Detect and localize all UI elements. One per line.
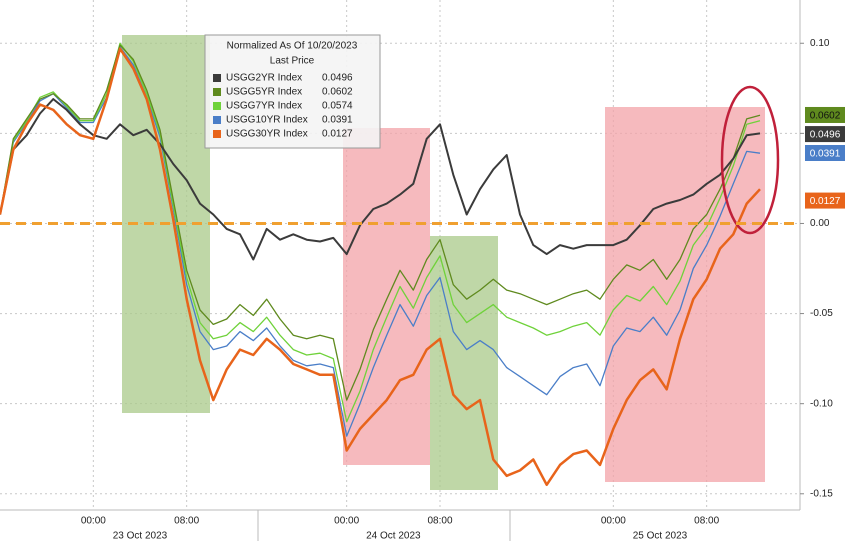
legend: Normalized As Of 10/20/2023 Last Price U… <box>204 34 381 149</box>
legend-swatch <box>213 116 221 124</box>
series-line <box>0 98 761 261</box>
x-tick-label: 08:00 <box>694 516 719 527</box>
y-tick-label: -0.05 <box>810 308 833 319</box>
x-tick-label: 00:00 <box>81 516 106 527</box>
legend-value: 0.0391 <box>322 115 353 126</box>
price-tag <box>805 192 845 209</box>
series-line <box>0 47 761 487</box>
price-tag <box>805 145 845 161</box>
legend-label: USGG10YR Index <box>226 115 308 126</box>
overlay-layer <box>0 85 800 235</box>
day-label: 25 Oct 2023 <box>633 531 688 541</box>
y-tick-label: 0.10 <box>810 38 830 49</box>
legend-value: 0.0496 <box>322 73 353 84</box>
legend-swatch <box>213 88 221 96</box>
legend-value: 0.0602 <box>322 87 353 98</box>
price-tag-label: 0.0496 <box>810 130 841 141</box>
day-label: 24 Oct 2023 <box>366 531 421 541</box>
y-tick-label: -0.10 <box>810 398 833 409</box>
x-tick-label: 00:00 <box>334 516 359 527</box>
legend-label: USGG30YR Index <box>226 129 308 140</box>
price-tag-label: 0.0602 <box>810 111 841 122</box>
x-tick-label: 08:00 <box>427 516 452 527</box>
lines-layer <box>0 42 761 487</box>
price-tag-label: 0.0127 <box>810 196 841 207</box>
highlight-ellipse <box>720 85 780 235</box>
day-label: 23 Oct 2023 <box>113 531 168 541</box>
legend-label: USGG2YR Index <box>226 73 302 84</box>
legend-swatch <box>213 74 221 82</box>
legend-value: 0.0127 <box>322 129 353 140</box>
price-tag <box>805 126 845 143</box>
x-tick-label: 08:00 <box>174 516 199 527</box>
price-tag-label: 0.0391 <box>810 149 841 160</box>
legend-box <box>204 34 381 149</box>
legend-subtitle: Last Price <box>270 56 315 67</box>
x-tick-label: 00:00 <box>601 516 626 527</box>
y-tick-label: -0.15 <box>810 488 833 499</box>
price-tag <box>805 106 845 123</box>
legend-swatch <box>213 130 221 138</box>
series-line <box>0 44 761 401</box>
legend-label: USGG5YR Index <box>226 87 302 98</box>
series-line <box>0 46 761 437</box>
legend-value: 0.0574 <box>322 101 353 112</box>
y-tick-label: 0.00 <box>810 218 830 229</box>
legend-swatch <box>213 102 221 110</box>
legend-title: Normalized As Of 10/20/2023 <box>227 41 358 52</box>
highlight-region <box>430 236 498 490</box>
legend-label: USGG7YR Index <box>226 101 302 112</box>
